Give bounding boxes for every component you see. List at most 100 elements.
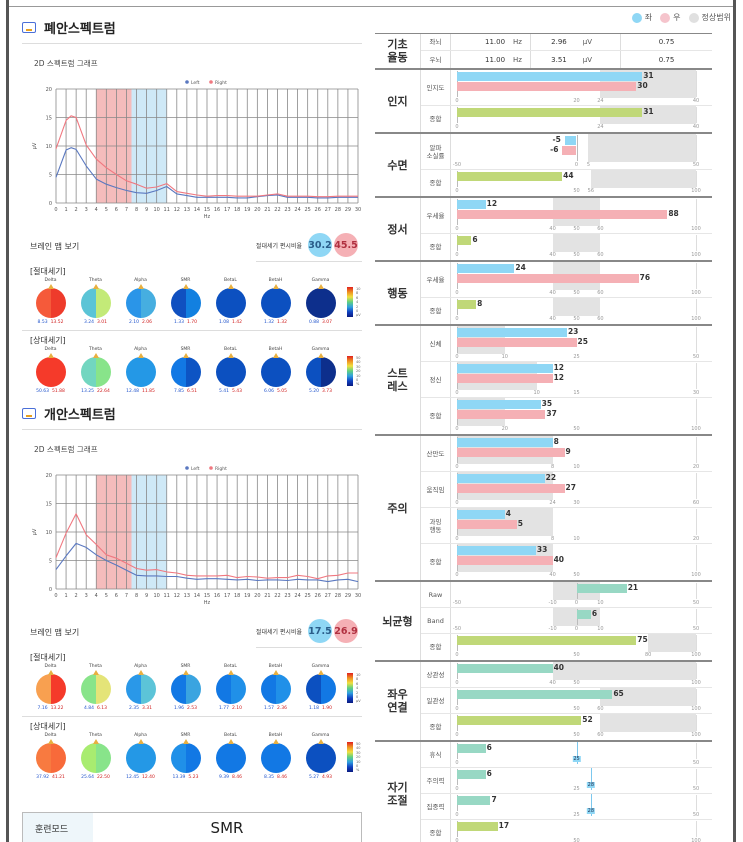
colorbar-tick: 0 μV	[356, 308, 361, 317]
brain-head-alpha: Alpha 12.48 11.85	[118, 346, 163, 394]
row-name: 상관성	[421, 662, 451, 687]
tick-label: 10	[533, 390, 540, 396]
right-hemisphere	[50, 743, 66, 773]
tick-label: 60	[597, 316, 604, 322]
x-tick-label: 9	[145, 207, 148, 213]
group-rows: 인지도 31 30 0 20 24 40 종합 31 0 24 40	[421, 70, 712, 132]
bar-value-label: 12	[553, 373, 565, 382]
x-tick-label: 19	[244, 207, 250, 213]
amplitude-value: 2.96	[551, 38, 567, 46]
left-hemisphere	[305, 288, 321, 318]
left-hemisphere	[260, 288, 276, 318]
right-hemisphere	[50, 674, 66, 704]
head-values: 3.24 3.01	[73, 320, 118, 325]
axis-end	[696, 437, 697, 463]
head-values: 0.88 3.07	[298, 320, 343, 325]
colorbar-tick: 0 μV	[356, 694, 361, 703]
group-name: 인지	[375, 70, 421, 132]
left-value: 6.06	[263, 389, 274, 394]
axis-baseline	[576, 135, 578, 161]
colorbar-tick: 10	[356, 373, 361, 378]
nose-icon	[137, 353, 144, 358]
frequency-value: 11.00	[485, 38, 506, 46]
tick-label: 0	[455, 500, 459, 506]
x-tick-label: 15	[204, 593, 210, 599]
tick-label: 50	[573, 188, 580, 194]
left-hemisphere	[170, 743, 186, 773]
axis-end	[696, 171, 697, 187]
tick-label: 0	[455, 652, 459, 658]
right-value: 41.21	[52, 775, 65, 780]
colorbar-ticks: 50 40 30 20 10 0 %	[356, 356, 360, 386]
tick-label: 50	[573, 252, 580, 258]
bar-teal	[457, 770, 486, 779]
head-values: 1.18 1.90	[298, 706, 343, 711]
bar-value-label: 27	[565, 483, 576, 492]
bar-left	[457, 72, 643, 81]
head-values: 1.77 2.10	[208, 706, 253, 711]
head-values: 9.39 8.46	[208, 775, 253, 780]
tick-label: -10	[548, 600, 557, 606]
head-topomap-icon	[170, 670, 201, 704]
bar-total	[457, 716, 582, 725]
tick-label: 100	[691, 680, 701, 686]
abs-brainmap-row: Delta 7.16 13.22 Theta 4.84 6.13 Alpha 2.35 3.31…	[28, 663, 362, 711]
brain-head-betal: BetaL 9.39 8.46	[208, 732, 253, 780]
axis-end	[696, 689, 697, 705]
x-tick-label: 10	[153, 593, 159, 599]
tick-label: 0	[455, 680, 459, 686]
indicator-plot: 31 0 24 40	[451, 106, 712, 132]
bar-value-label: 31	[643, 107, 654, 116]
left-hemisphere	[215, 288, 231, 318]
head-topomap-icon	[35, 739, 66, 773]
indicator-plot: 22 27 0 24 30 60	[451, 472, 712, 507]
rel-brainmap-row: Delta 37.92 41.21 Theta 25.64 22.50 Alpha 12.45…	[28, 732, 362, 780]
bar-right	[457, 274, 639, 283]
right-hemisphere	[95, 674, 111, 704]
right-hemisphere	[185, 743, 201, 773]
nose-icon	[182, 353, 189, 358]
legend-normal-dot-icon	[688, 12, 699, 23]
right-value: 1.42	[232, 320, 243, 325]
y-tick-label: 10	[46, 144, 52, 150]
tick-label: 80	[645, 652, 652, 658]
group-name: 뇌균형	[375, 582, 421, 660]
head-topomap-icon	[80, 670, 111, 704]
right-hemisphere	[50, 288, 66, 318]
bar-value-label: 6	[486, 769, 492, 778]
axis-end	[696, 583, 697, 599]
colorbar-tick: 30	[356, 364, 361, 369]
colorbar-tick: 0 %	[356, 763, 360, 772]
head-values: 7.85 6.51	[163, 389, 208, 394]
bar-teal	[457, 796, 491, 805]
x-tick-label: 26	[315, 207, 321, 213]
right-hemisphere	[320, 357, 336, 387]
group-name: 수면	[375, 134, 421, 196]
basic-rhythm-row: 우뇌 11.00 Hz 3.51 μV 0.75	[421, 51, 712, 68]
x-tick-label: 14	[194, 207, 200, 213]
band-name: SMR	[180, 347, 191, 352]
x-tick-label: 11	[164, 207, 170, 213]
bar-value-label: 33	[536, 545, 548, 554]
bar-left	[457, 438, 553, 447]
head-values: 1.96 2.53	[163, 706, 208, 711]
head-topomap-icon	[260, 670, 291, 704]
head-topomap-icon	[215, 739, 246, 773]
ratio-label: 절대세기 편시비율	[255, 628, 302, 636]
left-hemisphere	[305, 674, 321, 704]
colorbar: 50 40 30 20 10 0 %	[347, 742, 360, 772]
bar-value-label: 37	[546, 409, 557, 418]
tick-label: 50	[692, 786, 700, 792]
brain-head-smr: SMR 1.33 1.70	[163, 277, 208, 325]
left-value: 2.10	[128, 320, 139, 325]
amplitude-cell: 2.96 μV	[531, 34, 621, 50]
head-topomap-icon	[80, 353, 111, 387]
legend: 좌 우 정상범위	[624, 12, 731, 23]
right-value: 22.50	[97, 775, 110, 780]
row-name: 종합	[421, 234, 451, 260]
row-name: 일관성	[421, 688, 451, 713]
group-정서: 정서 우세율 12 88 0 40 50 60 100 종합 6 0 40 50 60 100	[375, 198, 712, 262]
head-values: 1.33 1.70	[163, 320, 208, 325]
tick-label: 50	[692, 162, 700, 168]
legend-left: 좌	[631, 12, 652, 23]
